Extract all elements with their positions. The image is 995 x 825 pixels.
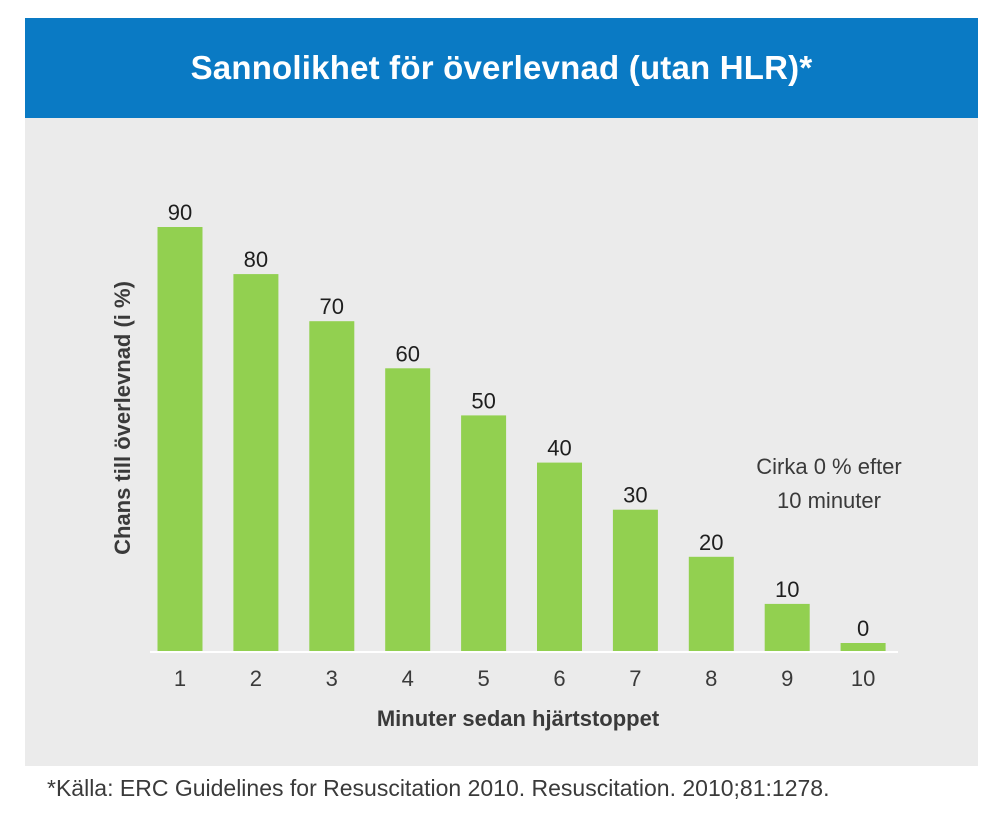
x-tick-label: 2 [250, 666, 262, 691]
data-label: 0 [857, 616, 869, 641]
x-tick-label: 7 [629, 666, 641, 691]
bar-7 [612, 509, 658, 651]
annotation-line-2: 10 minuter [777, 488, 881, 513]
source-footnote: *Källa: ERC Guidelines for Resuscitation… [47, 775, 830, 801]
chart-header: Sannolikhet för överlevnad (utan HLR)* [25, 18, 978, 118]
bar-8 [688, 556, 734, 651]
data-label: 20 [699, 530, 723, 555]
x-tick-label: 5 [477, 666, 489, 691]
x-tick-label: 6 [553, 666, 565, 691]
x-tick-label: 8 [705, 666, 717, 691]
data-label: 90 [168, 200, 192, 225]
x-tick-label: 1 [174, 666, 186, 691]
bar-2 [233, 274, 279, 651]
annotation-line-1: Cirka 0 % efter [756, 454, 902, 479]
x-tick-labels: 1 2 3 4 5 6 7 8 9 10 [174, 666, 875, 691]
x-tick-label: 4 [402, 666, 414, 691]
bar-9 [764, 603, 810, 651]
y-axis-label: Chans till överlevnad (i %) [110, 281, 135, 555]
bar-6 [537, 462, 582, 651]
x-tick-label: 9 [781, 666, 793, 691]
x-axis-label: Minuter sedan hjärtstoppet [377, 706, 660, 731]
x-tick-label: 10 [851, 666, 875, 691]
data-labels: 90 80 70 60 50 40 30 20 10 0 [168, 200, 869, 641]
bar-5 [461, 415, 507, 651]
data-label: 60 [395, 341, 419, 366]
data-label: 50 [471, 388, 495, 413]
bar-10 [840, 643, 886, 651]
bar-1 [157, 227, 203, 651]
chart-title: Sannolikhet för överlevnad (utan HLR)* [190, 49, 813, 86]
data-label: 10 [775, 577, 799, 602]
x-tick-label: 3 [326, 666, 338, 691]
data-label: 80 [244, 247, 268, 272]
bar-3 [309, 321, 355, 651]
bar-4 [385, 368, 431, 651]
data-label: 30 [623, 483, 647, 508]
bars-group [157, 227, 886, 651]
data-label: 70 [320, 294, 344, 319]
data-label: 40 [547, 436, 571, 461]
